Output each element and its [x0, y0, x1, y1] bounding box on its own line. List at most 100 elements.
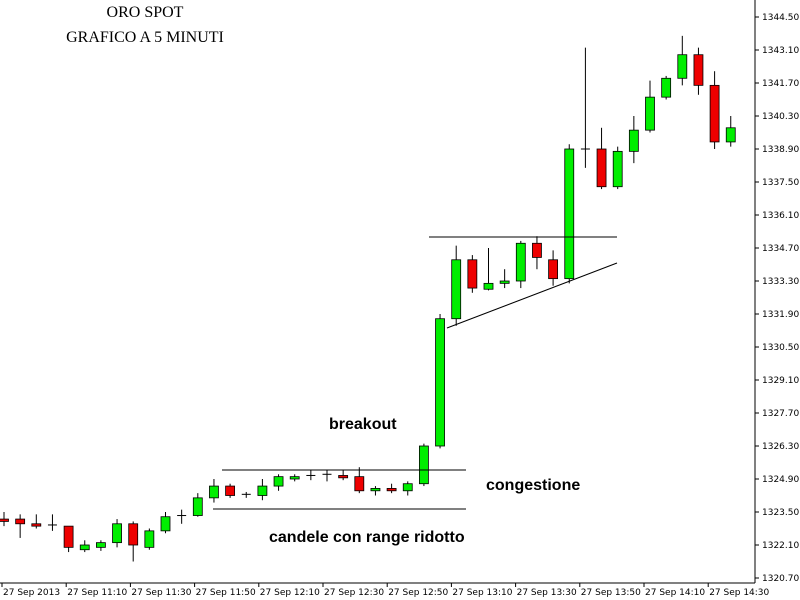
- candle-body-bullish: [160, 516, 171, 532]
- candle: [677, 35, 688, 86]
- x-tick-label: 27 Sep 11:50: [196, 588, 256, 598]
- candle-body-bullish: [435, 318, 445, 447]
- candle: [564, 144, 575, 284]
- y-tick-label: 1340.30: [762, 112, 799, 122]
- x-tick-label: 27 Sep 13:50: [581, 588, 641, 598]
- candle: [467, 255, 478, 293]
- candle: [289, 474, 300, 482]
- candle: [532, 236, 542, 270]
- y-tick-label: 1337.50: [762, 178, 799, 188]
- candle: [596, 127, 607, 190]
- candle: [435, 314, 445, 449]
- candle-body-bearish: [548, 259, 558, 280]
- x-tick-label: 27 Sep 2013: [3, 588, 60, 598]
- candle: [661, 75, 672, 100]
- candle-body-bullish: [677, 54, 688, 79]
- candle-body-bullish: [645, 96, 655, 131]
- candle: [257, 479, 268, 501]
- annotation-breakout: breakout: [329, 416, 397, 433]
- candle: [225, 483, 236, 498]
- y-tick-label: 1343.10: [762, 46, 799, 56]
- y-tick-label: 1336.10: [762, 211, 799, 221]
- candle-body-bullish: [289, 476, 300, 480]
- candle: [306, 469, 316, 481]
- candle-body-bullish: [112, 523, 122, 544]
- candle-body-bullish: [661, 77, 672, 98]
- candle-body-bearish: [693, 54, 704, 86]
- candle: [725, 116, 736, 147]
- candle-body-bullish: [612, 150, 623, 188]
- candle: [192, 493, 203, 517]
- candle: [63, 525, 74, 553]
- y-tick-label: 1323.50: [762, 508, 799, 518]
- candle-body-bearish: [31, 523, 42, 527]
- x-tick-label: 27 Sep 12:30: [324, 588, 384, 598]
- y-tick-label: 1334.70: [762, 244, 799, 254]
- x-tick-label: 27 Sep 14:30: [709, 588, 769, 598]
- candle: [0, 512, 9, 527]
- candle-body-bullish: [515, 242, 526, 282]
- candle-body-bearish: [596, 148, 607, 188]
- candle-body-bullish: [79, 544, 90, 551]
- y-tick-label: 1326.30: [762, 442, 799, 452]
- y-tick-label: 1333.30: [762, 277, 799, 287]
- candle: [128, 521, 139, 562]
- x-tick-label: 27 Sep 14:10: [645, 588, 705, 598]
- candle: [354, 467, 365, 494]
- candle-body-bullish: [564, 148, 575, 280]
- candle: [709, 71, 720, 149]
- candle-body-bullish: [144, 530, 155, 548]
- candle: [693, 47, 704, 95]
- candle: [451, 245, 462, 326]
- candle: [241, 491, 251, 498]
- candle: [483, 248, 494, 291]
- candle: [15, 514, 26, 538]
- candle-body-bearish: [63, 525, 74, 548]
- y-tick-label: 1331.90: [762, 310, 799, 320]
- y-tick-label: 1329.10: [762, 376, 799, 386]
- y-tick-label: 1341.70: [762, 79, 799, 89]
- candle: [322, 469, 332, 482]
- candle: [177, 509, 187, 524]
- candle: [160, 512, 171, 534]
- candle: [548, 250, 558, 286]
- candle-body-bullish: [273, 476, 284, 487]
- candle-body-bearish: [128, 523, 139, 546]
- x-tick-label: 27 Sep 12:50: [388, 588, 448, 598]
- candle: [96, 540, 106, 551]
- chart-title: ORO SPOT: [106, 4, 184, 21]
- congestion-rising-line: [446, 262, 618, 329]
- candle: [580, 47, 590, 168]
- x-tick-label: 27 Sep 13:10: [452, 588, 512, 598]
- candle-body-bearish: [386, 488, 397, 492]
- candle: [79, 540, 90, 553]
- candle: [386, 483, 397, 494]
- candle-body-bullish: [418, 445, 429, 485]
- candle: [612, 146, 623, 190]
- candle-body-bullish: [483, 282, 494, 290]
- candle-body-bearish: [709, 84, 720, 143]
- candle-body-bullish: [192, 497, 203, 516]
- y-tick-label: 1320.70: [762, 574, 799, 584]
- candle-body-bearish: [15, 518, 26, 525]
- chart-subtitle: GRAFICO A 5 MINUTI: [66, 29, 224, 46]
- candle-body-bearish: [225, 485, 236, 496]
- candle: [47, 514, 57, 531]
- candle-body-bullish: [725, 127, 736, 143]
- candle: [209, 479, 219, 503]
- chart-title-block: ORO SPOT GRAFICO A 5 MINUTI: [0, 0, 290, 50]
- candle: [645, 80, 655, 133]
- x-tick-label: 27 Sep 13:30: [517, 588, 577, 598]
- annotation-candele-range-ridotto: candele con range ridotto: [269, 529, 465, 546]
- candle: [31, 514, 42, 529]
- y-tick-label: 1324.90: [762, 475, 799, 485]
- candle-body-bullish: [370, 488, 381, 492]
- y-tick-label: 1322.10: [762, 541, 799, 551]
- candle: [338, 469, 349, 481]
- candle-body-bearish: [338, 475, 349, 479]
- candle: [402, 481, 413, 496]
- candle: [273, 474, 284, 491]
- candle-body-bearish: [532, 242, 542, 258]
- candle: [144, 528, 155, 550]
